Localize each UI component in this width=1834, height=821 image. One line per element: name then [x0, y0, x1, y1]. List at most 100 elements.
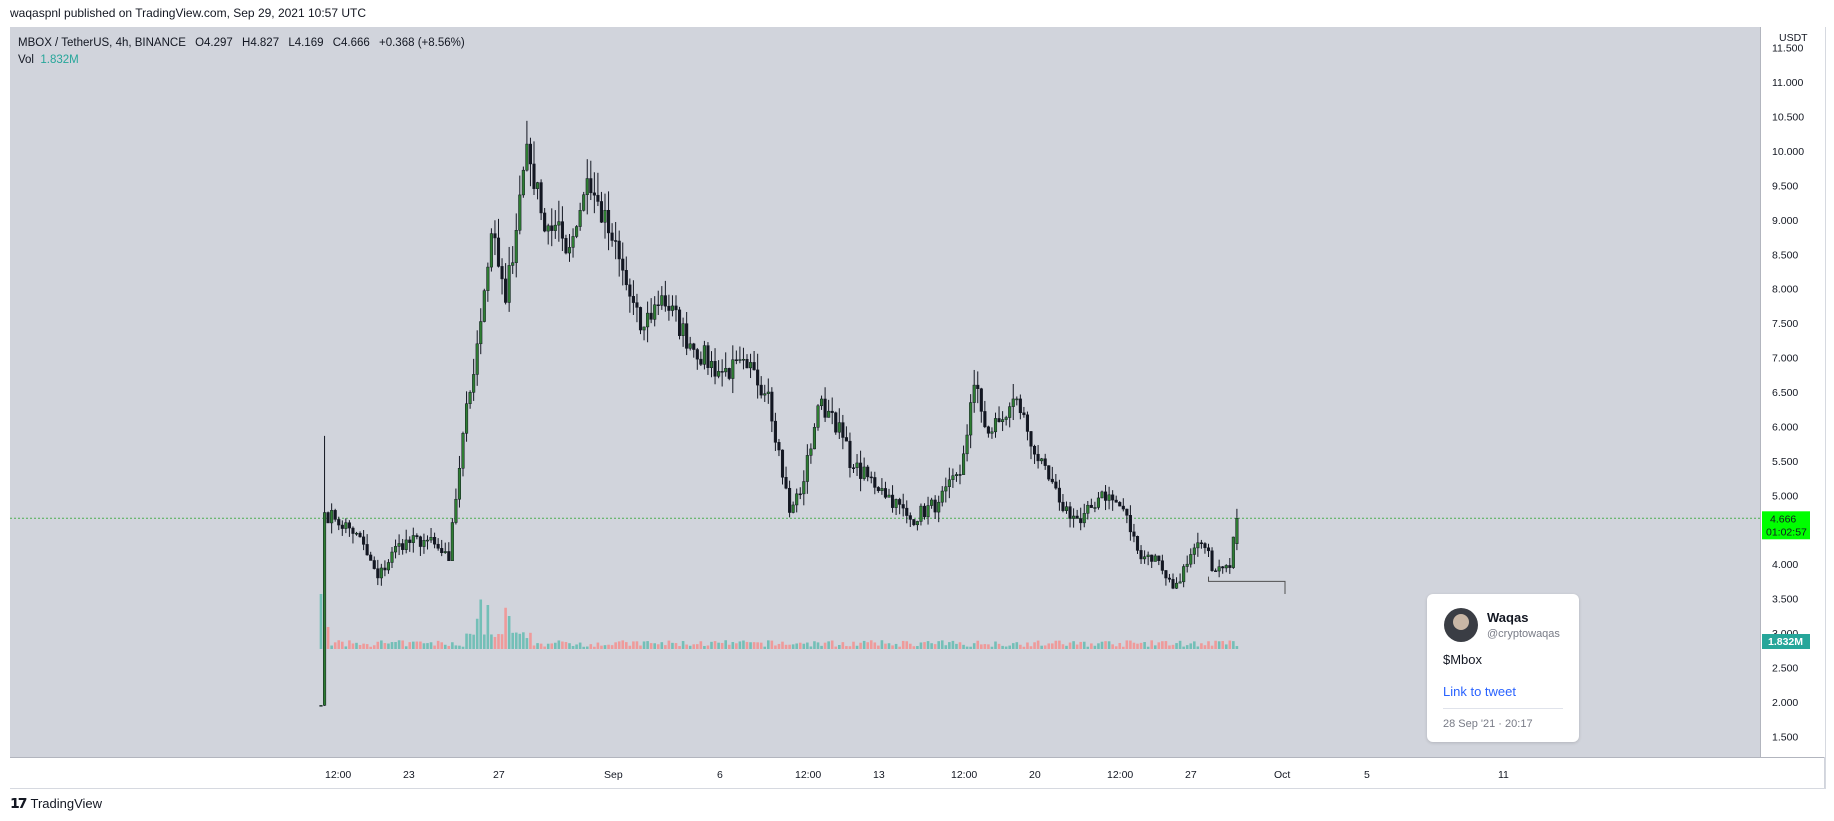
candle-body [919, 505, 923, 522]
candle-body [823, 398, 827, 418]
candle-body [940, 490, 944, 503]
volume-bar [997, 643, 1001, 649]
tweet-handle: @cryptowaqas [1487, 628, 1560, 640]
candle-body [937, 501, 941, 513]
volume-bar [816, 642, 820, 649]
price-axis[interactable]: USDT 11.500 11.000 10.500 10.000 9.500 9.000 8… [1760, 27, 1825, 757]
candle-body [834, 412, 838, 433]
volume-bar [720, 642, 724, 649]
candle-body [660, 295, 664, 306]
volume-bar [1139, 642, 1143, 649]
footer-brand[interactable]: 𝟭𝟳 TradingView [10, 795, 102, 812]
volume-bar [571, 645, 575, 649]
candle-body [422, 540, 426, 547]
candle-body [759, 384, 763, 396]
candle-body [717, 371, 721, 377]
volume-bar [717, 642, 720, 649]
candle-body [954, 474, 959, 476]
volume-bar [972, 643, 976, 649]
candle-body [482, 290, 486, 322]
volume-bar [660, 642, 664, 649]
candle-body [1175, 582, 1179, 589]
volume-bar [894, 643, 898, 649]
volume-bar [415, 641, 419, 649]
candle-body [720, 371, 724, 373]
price-tick-label: 8.000 [1772, 284, 1798, 296]
volume-bar [742, 640, 745, 649]
price-tick-label: 4.000 [1772, 559, 1798, 571]
time-tick-label: 27 [1185, 769, 1197, 781]
volume-bar [1185, 645, 1189, 649]
candle-body [337, 519, 341, 526]
candle-body [749, 362, 753, 369]
price-tick-label: 8.500 [1772, 249, 1798, 261]
tweet-link[interactable]: Link to tweet [1443, 684, 1516, 699]
candle-body [340, 524, 344, 529]
volume-bar [1200, 643, 1203, 649]
volume-bar [994, 641, 997, 649]
volume-bar [1111, 644, 1114, 649]
candle-body [997, 418, 1001, 423]
price-tick-label: 11.500 [1772, 43, 1803, 55]
volume-bar [1104, 641, 1107, 649]
candle-body [933, 499, 937, 513]
volume-bar [887, 643, 891, 649]
candle-body [1146, 554, 1150, 557]
price-tick-label: 2.500 [1772, 662, 1798, 674]
volume-bar [1146, 646, 1150, 649]
candle-body [1089, 504, 1093, 508]
candle-body [582, 194, 586, 211]
candle-body [401, 543, 405, 550]
volume-bar [1058, 640, 1061, 649]
time-axis[interactable]: 12:00 23 27 Sep 6 12:00 13 12:00 20 12:00 27 Oct 5 11 [10, 757, 1824, 788]
candle-body [1196, 542, 1200, 549]
candle-body [518, 194, 522, 231]
volume-bar [575, 644, 578, 649]
volume-bar [369, 646, 372, 649]
candle-body [383, 567, 387, 571]
volume-bar [788, 644, 791, 649]
candle-body [812, 427, 817, 450]
candle-body [557, 221, 561, 226]
volume-bar [539, 643, 543, 649]
volume-bar [795, 643, 798, 649]
volume-bar [610, 645, 614, 649]
chart-legend: MBOX / TetherUS, 4h, BINANCE O4.297 H4.8… [18, 35, 471, 69]
volume-bar [1228, 640, 1232, 649]
candle-body [578, 210, 582, 227]
candle-body [330, 510, 334, 524]
candle-body [1011, 398, 1015, 407]
tweet-divider [1443, 708, 1563, 709]
volume-bar [412, 641, 415, 649]
volume-bar [980, 644, 983, 649]
volume-bar [752, 642, 756, 649]
volume-bar [731, 642, 735, 649]
candle-body [766, 391, 770, 394]
candle-body [635, 302, 639, 308]
candle-body [883, 488, 888, 498]
volume-bar [625, 642, 628, 649]
volume-bar [937, 641, 940, 649]
volume-bar [749, 642, 752, 649]
candle-body [851, 467, 856, 469]
volume-bar [341, 641, 344, 649]
candle-body [816, 405, 820, 428]
volume-bar [1019, 644, 1022, 649]
volume-bar [912, 646, 916, 649]
candle-body [695, 349, 699, 360]
volume-bar [784, 644, 788, 649]
candle-body [791, 504, 795, 513]
volume-bar [940, 640, 944, 649]
candle-body [319, 705, 323, 707]
time-tick-label: Oct [1274, 769, 1290, 781]
tweet-card[interactable]: Waqas @cryptowaqas $Mbox Link to tweet 2… [1427, 594, 1579, 742]
time-tick-label: 6 [717, 769, 723, 781]
candle-body [1135, 536, 1140, 551]
candle-body [1182, 566, 1186, 583]
candle-body [571, 236, 575, 248]
candle-body [1139, 550, 1143, 560]
candle-body [614, 240, 618, 242]
candle-body [567, 247, 572, 254]
candle-body [678, 309, 682, 336]
volume-bar [628, 645, 632, 649]
